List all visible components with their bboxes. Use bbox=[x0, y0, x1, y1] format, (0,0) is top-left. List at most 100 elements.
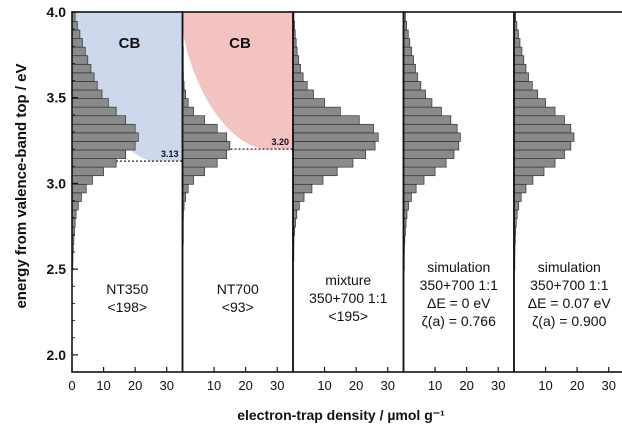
bar-2-11 bbox=[292, 175, 324, 185]
bar-4-15 bbox=[513, 141, 572, 151]
panel-labels: CB 3.13 0 10 20 30 NT350 <198> CB 3.20 10 20 30 NT700… bbox=[47, 4, 616, 393]
x-tick-label-3-10: 10 bbox=[428, 378, 442, 393]
bar-0-29 bbox=[71, 21, 78, 31]
bar-3-26 bbox=[403, 46, 413, 57]
panel-annotation-2-2: <195> bbox=[328, 308, 368, 324]
panel-annotation-1-1: <93> bbox=[222, 299, 254, 315]
bar-2-16 bbox=[292, 132, 379, 142]
conduction-band-regions bbox=[72, 12, 293, 162]
bar-3-22 bbox=[403, 81, 422, 91]
bar-0-12 bbox=[71, 166, 104, 177]
bar-2-21 bbox=[292, 89, 314, 99]
bar-2-22 bbox=[292, 81, 308, 91]
panel-annotation-4-2: ΔE = 0.07 eV bbox=[528, 295, 612, 311]
bar-2-13 bbox=[292, 158, 354, 168]
bar-1-11 bbox=[182, 175, 194, 185]
bar-3-9 bbox=[403, 192, 412, 202]
x-tick-label-1-20: 20 bbox=[238, 378, 252, 393]
x-tick-label-4-10: 10 bbox=[538, 378, 552, 393]
cb-label-1: CB bbox=[229, 35, 251, 52]
y-tick-label-3.0: 3.0 bbox=[47, 175, 67, 191]
bar-2-15 bbox=[292, 141, 376, 151]
bar-1-13 bbox=[182, 158, 218, 168]
bar-4-27 bbox=[513, 38, 521, 48]
x-axis-label: electron-trap density / µmol g⁻¹ bbox=[237, 407, 445, 423]
panel-frame-4 bbox=[513, 11, 622, 373]
y-tick-label-2.5: 2.5 bbox=[47, 261, 67, 277]
bar-4-25 bbox=[513, 55, 525, 65]
x-tick-label-0-20: 20 bbox=[128, 378, 142, 393]
bar-3-27 bbox=[403, 38, 411, 48]
bar-4-21 bbox=[513, 89, 539, 99]
bar-0-26 bbox=[71, 46, 86, 57]
bar-4-12 bbox=[513, 166, 545, 177]
panel-annotation-2-0: mixture bbox=[325, 272, 371, 288]
bar-1-17 bbox=[182, 123, 218, 134]
bar-4-20 bbox=[513, 98, 546, 108]
cb-label-0: CB bbox=[119, 35, 141, 52]
panel-annotation-2-1: 350+700 1:1 bbox=[309, 290, 387, 306]
bar-3-15 bbox=[403, 141, 460, 151]
bar-0-24 bbox=[71, 63, 92, 74]
bar-2-9 bbox=[292, 192, 305, 202]
bar-4-26 bbox=[513, 46, 523, 57]
bar-3-19 bbox=[403, 106, 442, 117]
panel-annotation-3-0: simulation bbox=[427, 259, 490, 275]
x-tick-label-0-10: 10 bbox=[96, 378, 110, 393]
x-tick-label-1-30: 30 bbox=[270, 378, 284, 393]
bar-2-20 bbox=[292, 98, 325, 108]
bar-0-13 bbox=[71, 158, 117, 168]
panel-annotation-0-1: <198> bbox=[107, 299, 147, 315]
bar-0-18 bbox=[71, 115, 127, 125]
bar-3-20 bbox=[403, 98, 433, 108]
bar-0-14 bbox=[71, 149, 127, 159]
bar-4-23 bbox=[513, 72, 529, 82]
x-tick-label-3-30: 30 bbox=[491, 378, 505, 393]
bar-3-25 bbox=[403, 55, 414, 65]
x-tick-label-0-30: 30 bbox=[159, 378, 173, 393]
x-tick-label-0-0: 0 bbox=[68, 378, 75, 393]
x-tick-label-4-30: 30 bbox=[601, 378, 615, 393]
bar-4-10 bbox=[513, 183, 527, 194]
bar-4-17 bbox=[513, 123, 572, 134]
bar-3-16 bbox=[403, 132, 461, 142]
bar-0-19 bbox=[71, 106, 117, 117]
bar-2-18 bbox=[292, 115, 360, 125]
y-axis-label: energy from valence-band top / eV bbox=[13, 63, 30, 308]
bar-4-14 bbox=[513, 149, 565, 159]
panel-frames bbox=[71, 11, 622, 373]
bar-2-19 bbox=[292, 106, 341, 117]
bar-0-27 bbox=[71, 38, 83, 48]
bar-0-25 bbox=[71, 55, 89, 65]
bar-3-14 bbox=[403, 149, 455, 159]
bar-4-11 bbox=[513, 175, 534, 185]
bar-0-22 bbox=[71, 81, 98, 91]
bar-4-24 bbox=[513, 63, 527, 74]
bar-3-17 bbox=[403, 123, 458, 134]
bar-0-20 bbox=[71, 98, 109, 108]
y-tick-label-4.0: 4.0 bbox=[47, 4, 67, 20]
bar-4-22 bbox=[513, 81, 533, 91]
bar-4-13 bbox=[513, 158, 556, 168]
bar-3-24 bbox=[403, 63, 416, 74]
x-tick-label-1-10: 10 bbox=[207, 378, 221, 393]
bar-2-24 bbox=[292, 63, 301, 74]
band-edge-value-1: 3.20 bbox=[271, 137, 289, 147]
panel-annotation-3-3: ζ(a) = 0.766 bbox=[422, 313, 496, 329]
bar-0-9 bbox=[71, 192, 82, 202]
bar-1-12 bbox=[182, 166, 205, 177]
bar-1-14 bbox=[182, 149, 228, 159]
bar-4-19 bbox=[513, 106, 556, 117]
bar-3-10 bbox=[403, 183, 417, 194]
bar-2-8 bbox=[292, 201, 300, 211]
bar-4-16 bbox=[513, 132, 575, 142]
bar-3-11 bbox=[403, 175, 425, 185]
bar-1-18 bbox=[182, 115, 205, 125]
bar-2-23 bbox=[292, 72, 304, 82]
bar-1-20 bbox=[182, 98, 189, 108]
bar-0-17 bbox=[71, 123, 136, 134]
x-tick-label-2-20: 20 bbox=[349, 378, 363, 393]
panel-annotation-4-3: ζ(a) = 0.900 bbox=[532, 313, 606, 329]
bar-2-10 bbox=[292, 183, 313, 194]
